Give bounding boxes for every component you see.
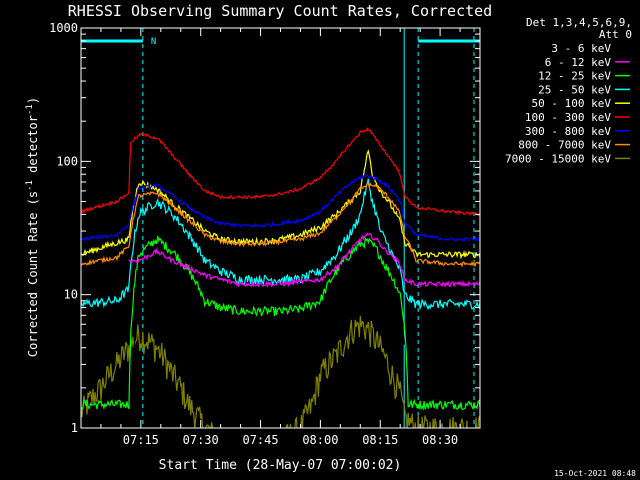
chart-title: RHESSI Observing Summary Count Rates, Co… bbox=[68, 2, 492, 20]
series-group bbox=[81, 127, 480, 428]
x-tick-label: 08:15 bbox=[362, 433, 398, 447]
y-tick-label: 1000 bbox=[49, 21, 78, 35]
x-tick-label: 07:45 bbox=[242, 433, 278, 447]
series-line-3-6-keV bbox=[129, 257, 405, 428]
x-tick-label: 08:00 bbox=[302, 433, 338, 447]
legend-header-line-2: Att 0 bbox=[599, 28, 632, 41]
legend-label: 25 - 50 keV bbox=[538, 83, 611, 96]
x-axis-label: Start Time (28-May-07 07:00:02) bbox=[159, 458, 402, 473]
series-line-6-12-keV bbox=[128, 232, 480, 289]
legend-label: 800 - 7000 keV bbox=[518, 139, 611, 152]
series-line-7000-15000-keV bbox=[81, 315, 480, 428]
y-tick-label: 10 bbox=[64, 288, 78, 302]
orbit-annotations: N bbox=[81, 28, 480, 428]
night-label: N bbox=[151, 37, 156, 47]
legend-label: 300 - 800 keV bbox=[525, 125, 611, 138]
series-line-25-50-keV bbox=[81, 178, 480, 311]
y-tick-label: 1 bbox=[71, 421, 78, 435]
series-line-100-300-keV bbox=[81, 127, 480, 216]
series-line-12-25-keV bbox=[81, 235, 480, 411]
series-line-800-7000-keV bbox=[81, 182, 480, 268]
x-tick-label: 07:30 bbox=[183, 433, 219, 447]
legend-label: 50 - 100 keV bbox=[532, 97, 612, 110]
legend-label: 12 - 25 keV bbox=[538, 70, 611, 83]
x-tick-label: 07:15 bbox=[123, 433, 159, 447]
y-axis: 1 10 100 1000 bbox=[49, 21, 480, 435]
footer-timestamp: 15-Oct-2021 08:48 bbox=[554, 469, 636, 478]
series-line-300-800-keV bbox=[81, 174, 480, 242]
legend-label: 100 - 300 keV bbox=[525, 111, 611, 124]
legend-header-line-1: Det 1,3,4,5,6,9, bbox=[526, 16, 632, 29]
x-axis: 07:15 07:30 07:45 08:00 08:15 08:30 bbox=[80, 28, 481, 447]
y-axis-label: Corrected Count Rate (s-1 detector-1) bbox=[25, 97, 40, 357]
legend-label: 6 - 12 keV bbox=[545, 56, 612, 69]
x-tick-label: 08:30 bbox=[422, 433, 458, 447]
y-tick-label: 100 bbox=[56, 154, 78, 168]
legend-label: 7000 - 15000 keV bbox=[505, 152, 611, 165]
series-line-50-100-keV bbox=[81, 149, 480, 260]
legend-label: 3 - 6 keV bbox=[551, 42, 611, 55]
